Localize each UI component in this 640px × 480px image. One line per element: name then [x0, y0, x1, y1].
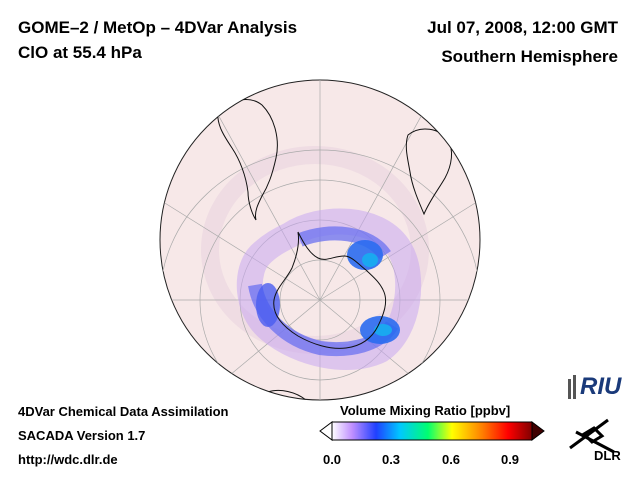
- vortex-core-1b: [362, 253, 378, 267]
- vortex-outer: [236, 208, 422, 371]
- footer-line1: 4DVar Chemical Data Assimilation: [18, 404, 229, 419]
- footer-link[interactable]: http://wdc.dlr.de: [18, 452, 118, 467]
- colorbar-tick-0: 0.0: [322, 452, 342, 467]
- map-subtitle: ClO at 55.4 hPa: [18, 43, 142, 62]
- footer-line2: SACADA Version 1.7: [18, 428, 146, 443]
- colorbar: [319, 421, 545, 441]
- vortex-core-2b: [374, 324, 392, 336]
- dlr-logo: DLR: [562, 412, 626, 472]
- antarctica-outline: [273, 231, 387, 349]
- colorbar-gradient: [331, 421, 533, 441]
- colorbar-title: Volume Mixing Ratio [ppbv]: [340, 403, 511, 418]
- colorbar-left-arrow: [319, 421, 333, 441]
- map-datetime: Jul 07, 2008, 12:00 GMT: [427, 18, 618, 37]
- colorbar-right-arrow: [531, 421, 545, 441]
- map-hemisphere: Southern Hemisphere: [441, 47, 618, 66]
- colorbar-tick-1: 0.3: [381, 452, 401, 467]
- south-america-outline: [217, 99, 278, 221]
- clo-vortex: [236, 208, 422, 371]
- riu-logo-text: RIU: [580, 373, 622, 400]
- riu-logo: RIU: [566, 373, 626, 403]
- riu-logo-mark: [568, 375, 576, 399]
- vortex-core-3: [256, 283, 280, 327]
- colorbar-tick-3: 0.9: [500, 452, 520, 467]
- map-title: GOME–2 / MetOp – 4DVar Analysis: [18, 18, 298, 37]
- small-island: [223, 381, 237, 393]
- colorbar-tick-2: 0.6: [441, 452, 461, 467]
- dlr-logo-text: DLR: [594, 448, 621, 463]
- dlr-logo-mark: [569, 418, 615, 454]
